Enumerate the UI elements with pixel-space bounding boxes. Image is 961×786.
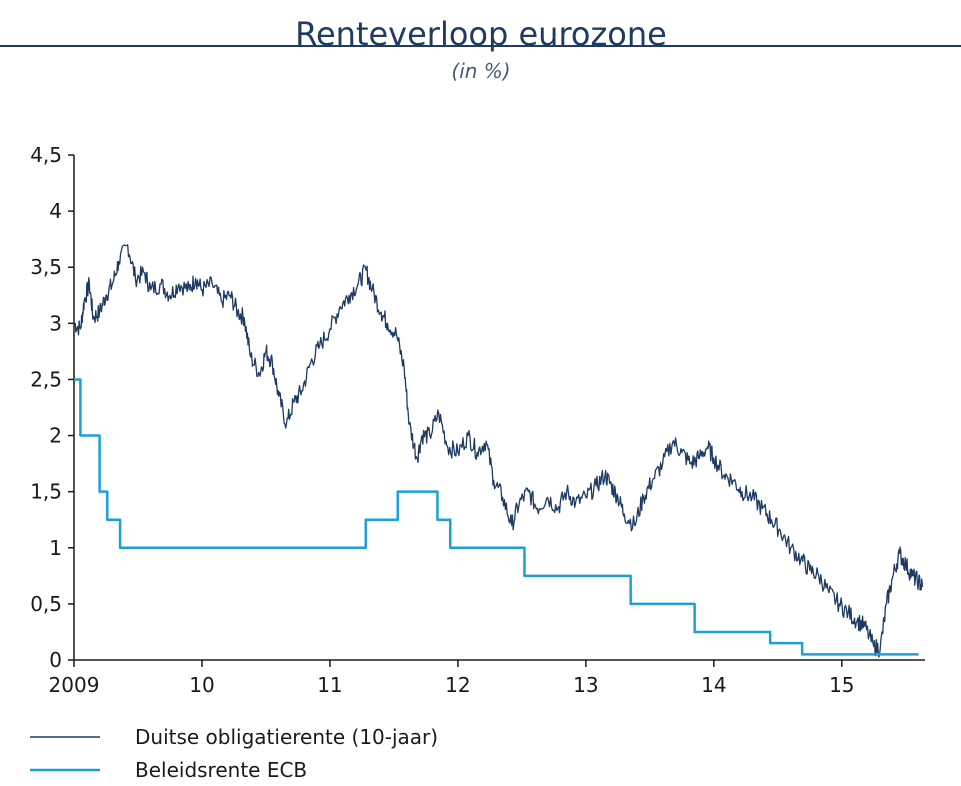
legend-label-2: Beleidsrente ECB xyxy=(135,758,307,782)
series-line-2 xyxy=(74,378,919,656)
y-tick-label: 4,5 xyxy=(30,143,62,167)
series-line-1 xyxy=(73,244,924,658)
axes: 0 0,5 1 1,5 2 2,5 3 3,5 4 4,5 2009 10 11 12 13 14 15 xyxy=(30,143,925,697)
x-tick-label: 15 xyxy=(829,673,854,697)
x-tick-label: 12 xyxy=(445,673,470,697)
y-tick-label: 2,5 xyxy=(30,367,62,391)
legend: Duitse obligatierente (10-jaar) Beleidsre… xyxy=(30,725,438,782)
x-tick-label: 14 xyxy=(701,673,726,697)
x-tick-label: 13 xyxy=(573,673,598,697)
y-tick-label: 0,5 xyxy=(30,592,62,616)
series-layer xyxy=(73,244,924,658)
x-tick-label: 10 xyxy=(189,673,214,697)
x-tick-label: 11 xyxy=(317,673,342,697)
legend-label-1: Duitse obligatierente (10-jaar) xyxy=(135,725,438,749)
y-tick-label: 3 xyxy=(49,311,62,335)
y-tick-label: 4 xyxy=(49,199,62,223)
y-tick-label: 3,5 xyxy=(30,255,62,279)
y-tick-label: 1 xyxy=(49,536,62,560)
y-tick-label: 0 xyxy=(49,648,62,672)
y-tick-label: 2 xyxy=(49,424,62,448)
y-tick-label: 1,5 xyxy=(30,480,62,504)
chart-title: Renteverloop eurozone xyxy=(295,15,667,53)
x-tick-label: 2009 xyxy=(49,673,100,697)
chart-subtitle: (in %) xyxy=(451,59,510,83)
